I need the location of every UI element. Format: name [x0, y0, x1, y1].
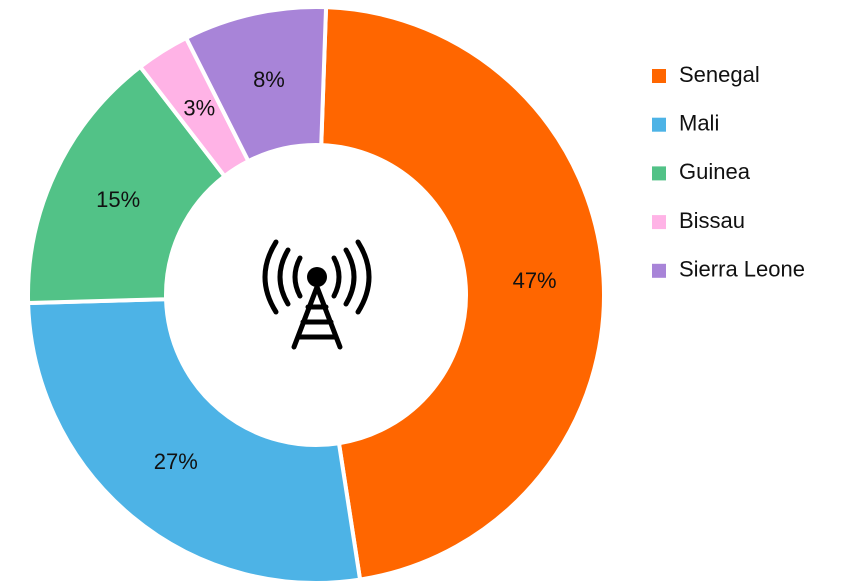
data-label: 8%: [253, 67, 285, 92]
data-label: 3%: [183, 95, 215, 120]
legend-swatch: [652, 69, 666, 83]
legend-swatch: [652, 263, 666, 278]
slice: [26, 297, 363, 585]
legend-label: Guinea: [679, 159, 751, 184]
data-label: 15%: [96, 187, 140, 212]
legend-label: Mali: [679, 111, 719, 136]
legend-label: Sierra Leone: [679, 257, 805, 282]
slice: [319, 5, 606, 582]
legend-label: Bissau: [679, 208, 745, 233]
legend-label: Senegal: [679, 62, 760, 87]
center-icon: [262, 239, 372, 350]
slice: [183, 5, 329, 164]
data-label: 47%: [513, 268, 557, 293]
data-label: 27%: [154, 449, 198, 474]
legend-swatch: [652, 215, 666, 230]
slice: [26, 64, 228, 306]
legend-swatch: [652, 117, 666, 132]
legend-swatch: [652, 166, 666, 181]
